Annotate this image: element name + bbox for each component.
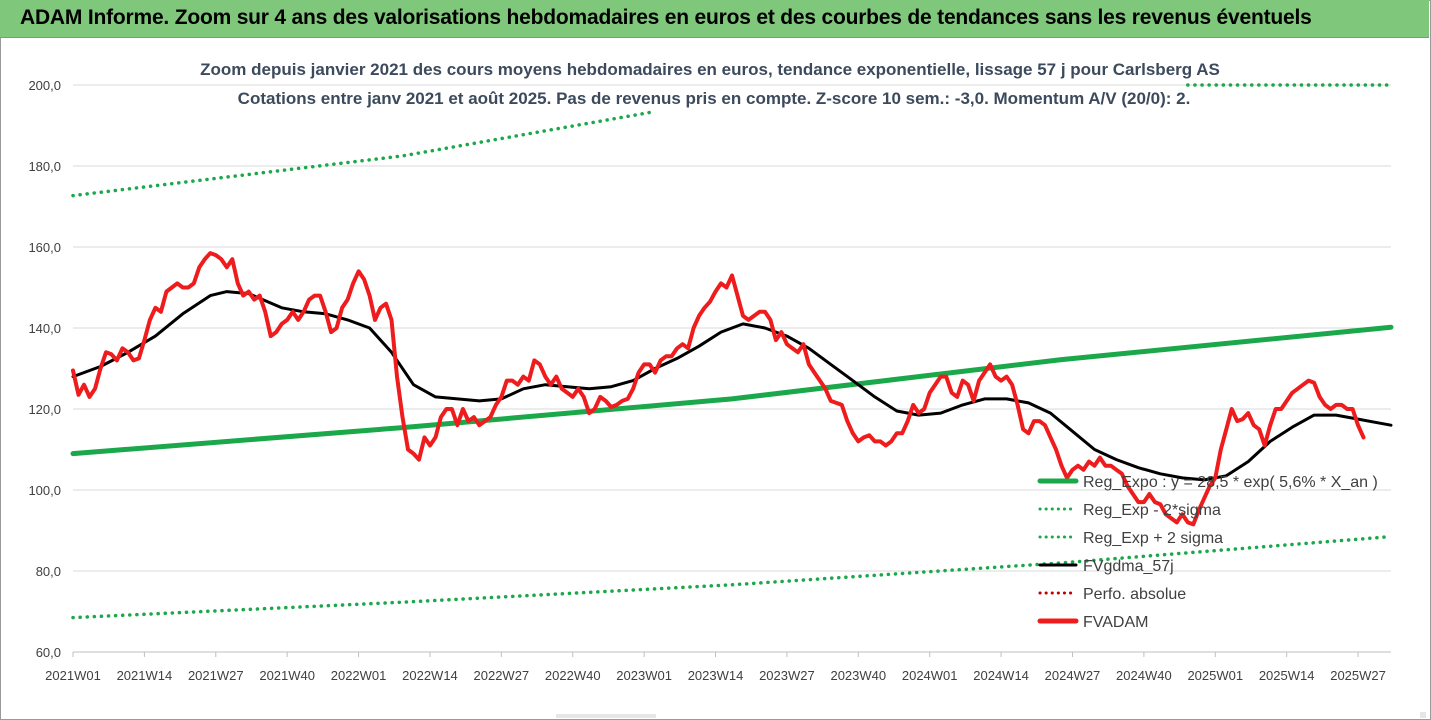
- x-tick-label: 2024W27: [1045, 668, 1101, 683]
- y-tick-label: 100,0: [28, 483, 61, 498]
- x-tick-label: 2024W01: [902, 668, 958, 683]
- chart-subtitle: Cotations entre janv 2021 et août 2025. …: [238, 89, 1191, 108]
- x-axis-ticks: 2021W01 2021W14 2021W27 2021W40 2022W01 2022W…: [45, 652, 1386, 683]
- x-tick-label: 2022W14: [402, 668, 458, 683]
- x-tick-label: 2021W01: [45, 668, 101, 683]
- scroll-marker: [556, 714, 656, 718]
- legend-label: FVADAM: [1083, 614, 1148, 631]
- series-lines: [70, 83, 1394, 620]
- y-tick-label: 180,0: [28, 159, 61, 174]
- x-tick-label: 2023W40: [830, 668, 886, 683]
- legend-label: Reg_Exp + 2 sigma: [1083, 530, 1223, 547]
- grid-lines: [73, 84, 1391, 653]
- chart-title: Zoom depuis janvier 2021 des cours moyen…: [200, 60, 1220, 79]
- series-fvgdma-57j: [71, 290, 1393, 482]
- series-reg-exp-plus-2sigma: [71, 110, 652, 198]
- x-tick-label: 2022W40: [545, 668, 601, 683]
- x-tick-label: 2021W40: [259, 668, 315, 683]
- y-tick-label: 160,0: [28, 240, 61, 255]
- y-tick-label: 140,0: [28, 321, 61, 336]
- series-reg-exp-minus-2sigma: [71, 534, 1393, 620]
- corner-marker: [1420, 712, 1426, 718]
- x-tick-label: 2023W27: [759, 668, 815, 683]
- y-tick-label: 200,0: [28, 78, 61, 93]
- series-fvadam: [71, 251, 1366, 527]
- x-tick-label: 2022W27: [474, 668, 530, 683]
- x-tick-label: 2023W14: [688, 668, 744, 683]
- y-axis-ticks: 60,0 80,0 100,0 120,0 140,0 160,0 180,0 200,0: [28, 78, 61, 660]
- x-tick-label: 2024W40: [1116, 668, 1172, 683]
- y-tick-label: 60,0: [36, 645, 61, 660]
- legend-label: FVgdma_57j: [1083, 558, 1174, 575]
- y-tick-label: 80,0: [36, 564, 61, 579]
- report-title: ADAM Informe. Zoom sur 4 ans des valoris…: [20, 6, 1312, 29]
- x-tick-label: 2024W14: [973, 668, 1029, 683]
- series-reg-expo: [70, 324, 1394, 457]
- x-tick-label: 2025W14: [1259, 668, 1315, 683]
- x-tick-label: 2022W01: [331, 668, 387, 683]
- legend: Reg_Expo : y = 28,5 * exp( 5,6% * X_an )…: [1037, 474, 1378, 631]
- x-tick-label: 2021W14: [117, 668, 173, 683]
- legend-label: Reg_Expo : y = 28,5 * exp( 5,6% * X_an ): [1083, 474, 1378, 491]
- x-tick-label: 2025W27: [1330, 668, 1386, 683]
- legend-label: Perfo. absolue: [1083, 586, 1186, 603]
- header-banner: ADAM Informe. Zoom sur 4 ans des valoris…: [0, 0, 1429, 38]
- x-tick-label: 2021W27: [188, 668, 244, 683]
- legend-label: Reg_Exp - 2*sigma: [1083, 502, 1221, 519]
- y-tick-label: 120,0: [28, 402, 61, 417]
- x-tick-label: 2025W01: [1187, 668, 1243, 683]
- x-tick-label: 2023W01: [616, 668, 672, 683]
- chart-title-group: Zoom depuis janvier 2021 des cours moyen…: [200, 60, 1220, 108]
